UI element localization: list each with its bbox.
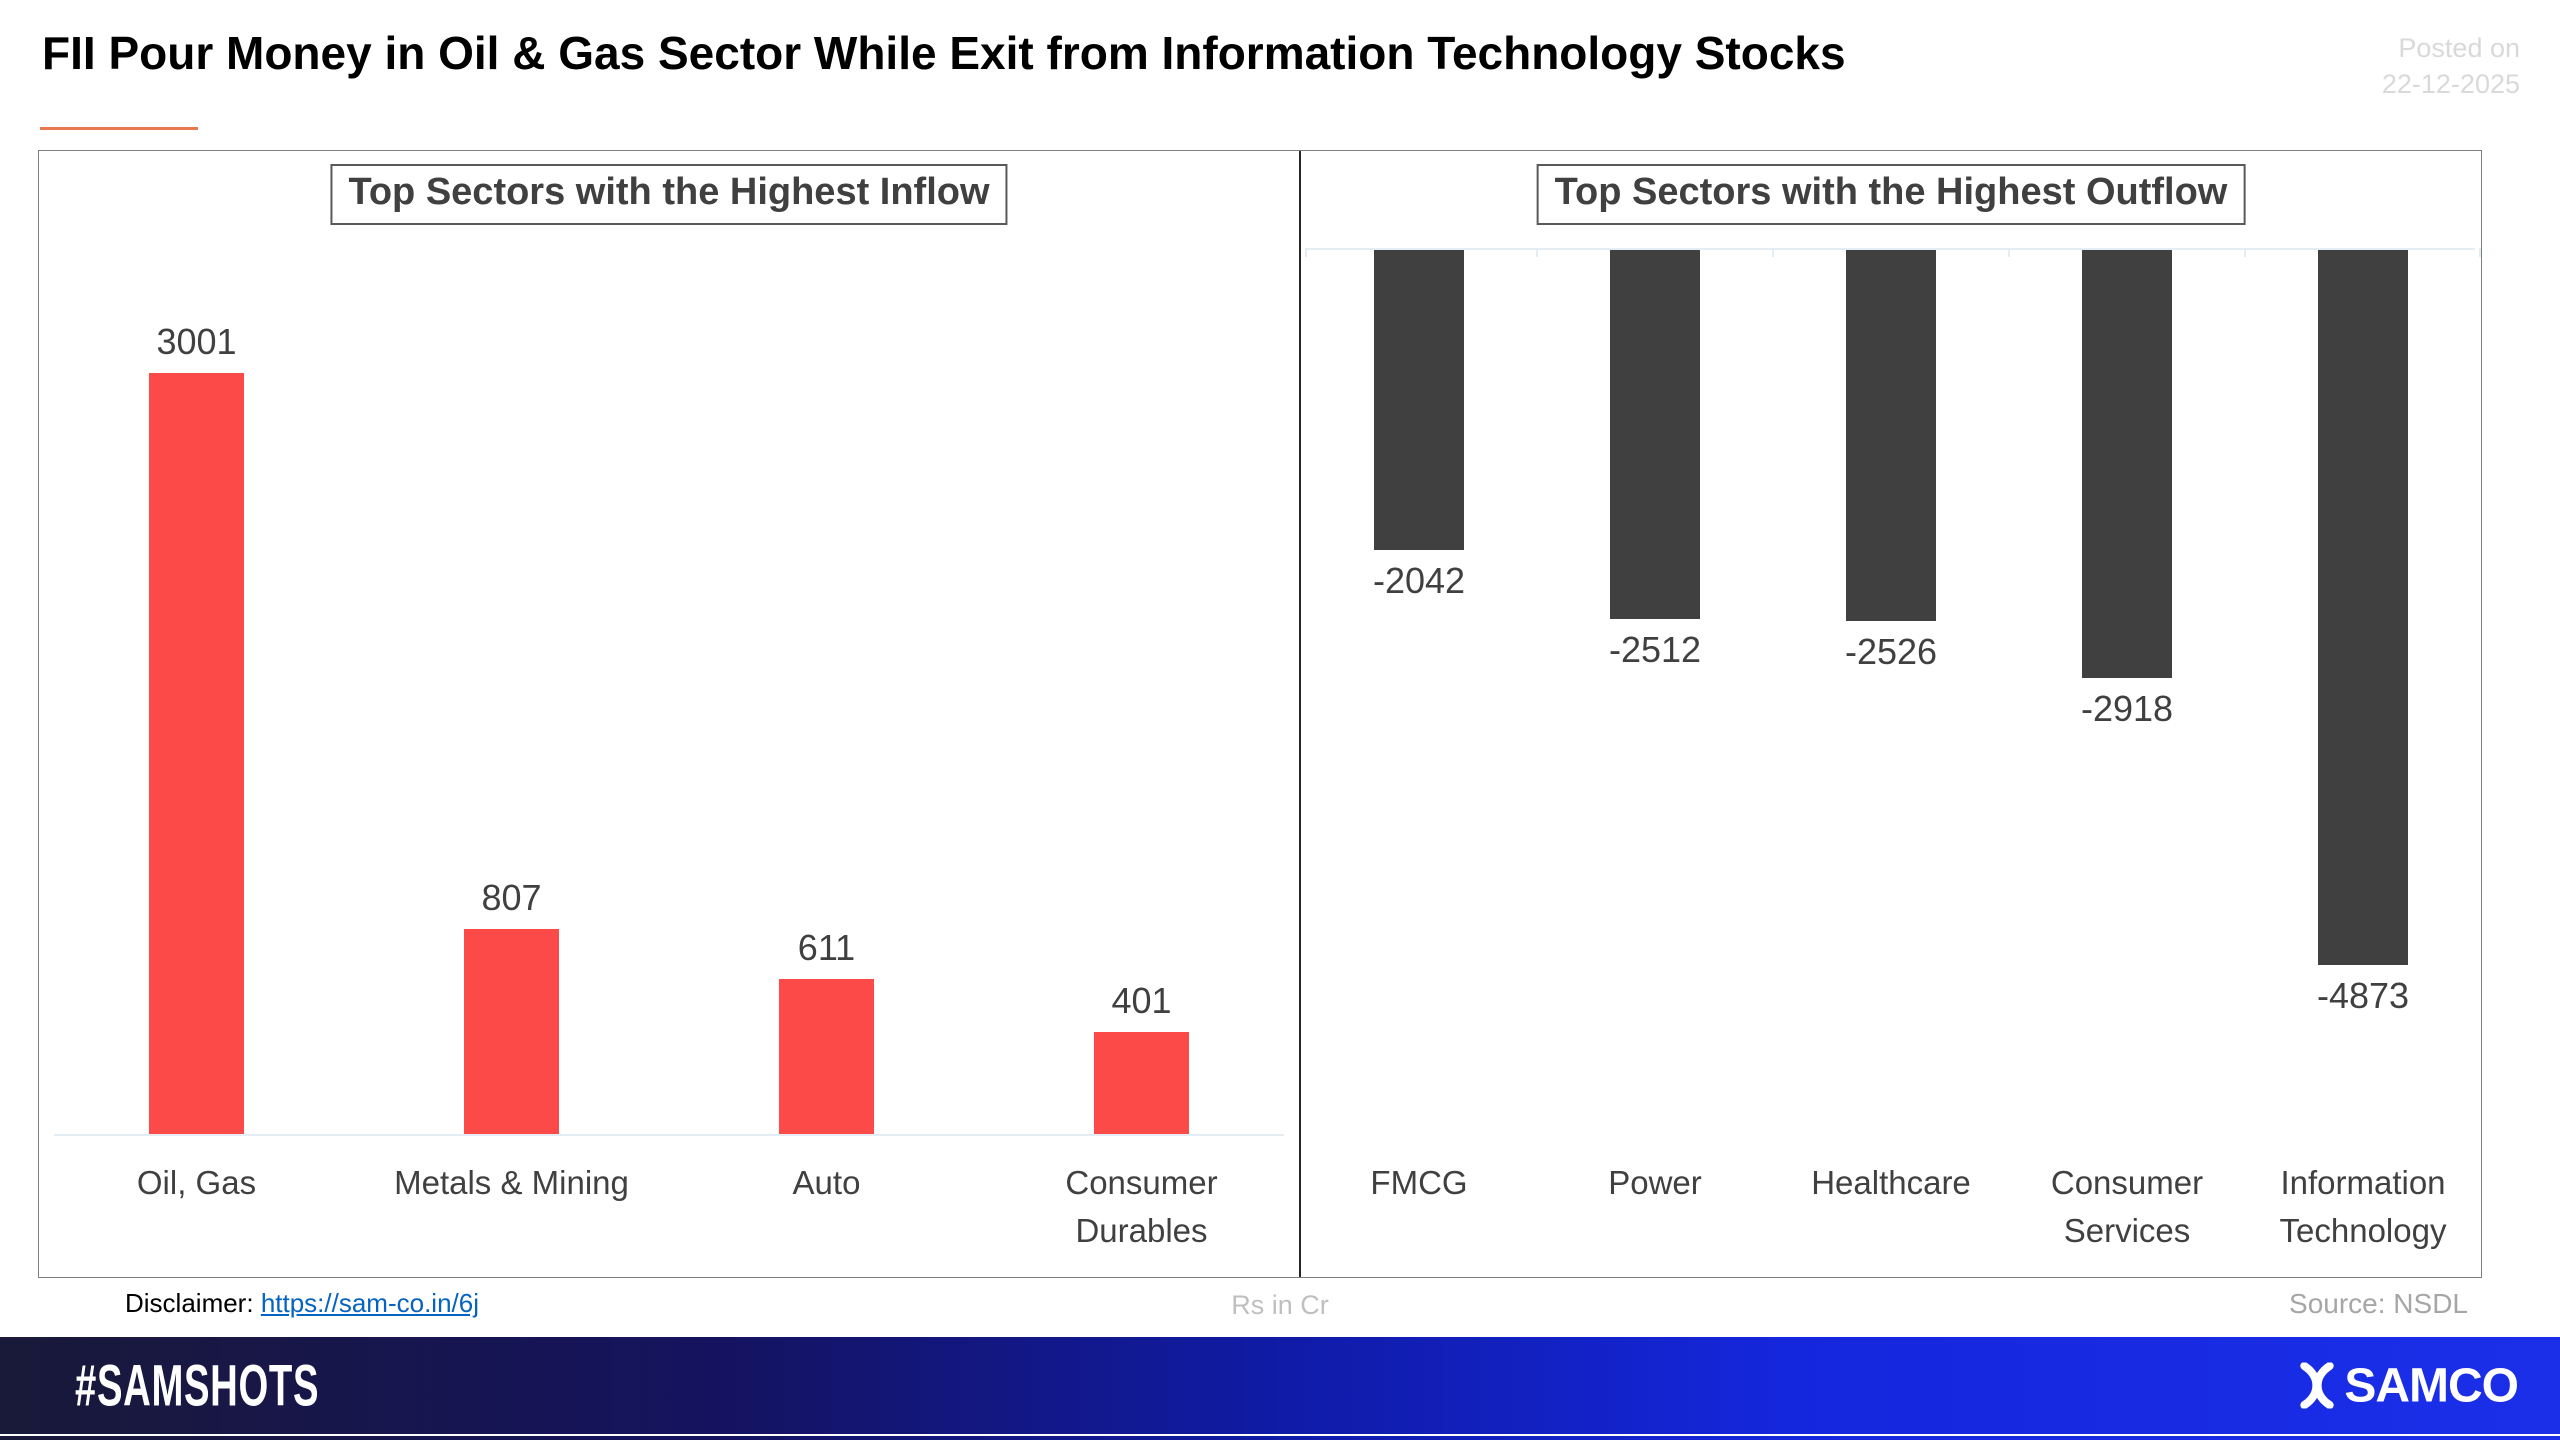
category-label: Oil, Gas xyxy=(136,1164,257,1201)
panel-divider xyxy=(1299,151,1301,1277)
bar-value-label: -4873 xyxy=(2316,975,2410,1016)
bar xyxy=(779,979,874,1134)
bar xyxy=(149,373,244,1134)
bar xyxy=(2318,250,2408,965)
category-label: Auto xyxy=(792,1164,861,1201)
disclaimer: Disclaimer: https://sam-co.in/6j xyxy=(125,1288,479,1319)
category-label: Power xyxy=(1608,1164,1702,1201)
bar-value-label: 3001 xyxy=(156,321,237,362)
disclaimer-link[interactable]: https://sam-co.in/6j xyxy=(260,1288,480,1318)
bar xyxy=(2082,250,2172,678)
outflow-zero-axis xyxy=(1307,248,2475,250)
posted-on-date: Posted on 22-12-2025 xyxy=(2260,30,2520,103)
brand-bottom-strip xyxy=(0,1436,2560,1440)
brand-bar: #SAMSHOTS SAMCO xyxy=(0,1337,2560,1434)
axis-tick xyxy=(1305,248,1307,257)
outflow-chart-title: Top Sectors with the Highest Outflow xyxy=(1536,164,2246,225)
title-accent-line xyxy=(40,127,198,130)
bar xyxy=(1094,1032,1189,1134)
posted-on-label: Posted on xyxy=(2398,33,2520,63)
disclaimer-label: Disclaimer: xyxy=(125,1288,254,1318)
category-label: FMCG xyxy=(1370,1164,1468,1201)
bar xyxy=(1374,250,1464,550)
chart-panel: Top Sectors with the Highest Inflow 3001… xyxy=(38,150,2482,1278)
samco-mark-icon xyxy=(2300,1362,2335,1409)
samco-brand-text: SAMCO xyxy=(2344,1359,2519,1412)
bar xyxy=(1610,250,1700,619)
bar-value-label: -2918 xyxy=(2080,688,2174,729)
axis-tick xyxy=(1536,248,1538,257)
bar xyxy=(1846,250,1936,621)
inflow-chart: Top Sectors with the Highest Inflow 3001… xyxy=(39,151,1299,1277)
axis-tick xyxy=(2008,248,2010,257)
samco-logo: SAMCO xyxy=(2294,1358,2519,1413)
source-note: Source: NSDL xyxy=(2289,1288,2468,1319)
bar-value-label: 807 xyxy=(481,877,542,918)
bar-value-label: -2042 xyxy=(1372,560,1466,601)
category-label: Information Technology xyxy=(2279,1164,2447,1249)
outflow-chart: Top Sectors with the Highest Outflow -20… xyxy=(1301,151,2481,1277)
category-label: Consumer Services xyxy=(2050,1164,2204,1249)
unit-note: Rs in Cr xyxy=(1231,1290,1329,1320)
axis-tick xyxy=(1772,248,1774,257)
inflow-chart-title: Top Sectors with the Highest Inflow xyxy=(330,164,1008,225)
bar-value-label: -2512 xyxy=(1608,629,1702,670)
footer-notes: Disclaimer: https://sam-co.in/6j Rs in C… xyxy=(0,1288,2560,1334)
axis-tick xyxy=(2244,248,2246,257)
page-title: FII Pour Money in Oil & Gas Sector While… xyxy=(42,27,1846,79)
axis-tick xyxy=(2479,248,2481,257)
posted-on-value: 22-12-2025 xyxy=(2381,69,2520,100)
samshots-hashtag: #SAMSHOTS xyxy=(75,1353,320,1418)
bar xyxy=(464,929,559,1134)
category-label: Healthcare xyxy=(1811,1164,1971,1201)
inflow-x-axis xyxy=(54,1134,1284,1136)
bar-value-label: 611 xyxy=(797,927,856,968)
category-label: Consumer Durables xyxy=(1065,1164,1218,1249)
bar-value-label: -2526 xyxy=(1844,631,1938,672)
category-label: Metals & Mining xyxy=(394,1164,629,1201)
bar-value-label: 401 xyxy=(1111,980,1172,1021)
